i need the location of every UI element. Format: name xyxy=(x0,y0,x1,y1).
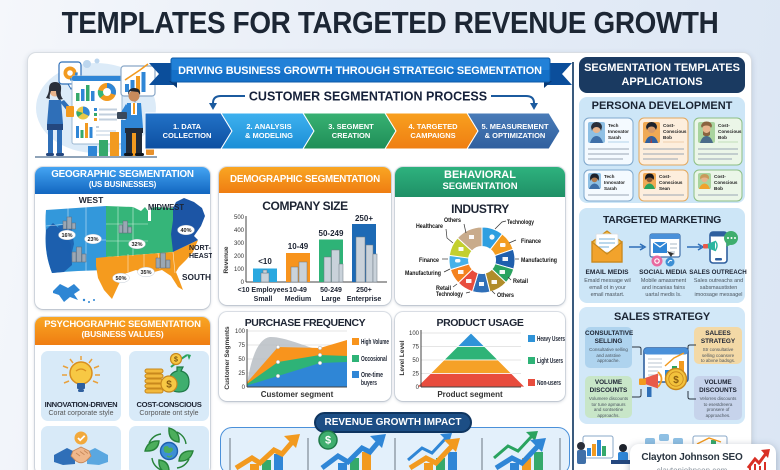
svg-text:CREATION: CREATION xyxy=(332,131,371,140)
svg-text:Others: Others xyxy=(444,217,461,224)
svg-text:CUSTOMER SEGMENTATION PROCESS: CUSTOMER SEGMENTATION PROCESS xyxy=(249,90,487,104)
svg-text:HEAST: HEAST xyxy=(189,253,212,260)
svg-text:Cost-: Cost- xyxy=(714,174,726,179)
svg-text:0: 0 xyxy=(241,280,245,286)
svg-text:Technology: Technology xyxy=(436,291,463,298)
svg-text:50-249: 50-249 xyxy=(319,229,344,238)
svg-text:Retail: Retail xyxy=(436,285,451,292)
svg-text:Innovator: Innovator xyxy=(604,180,625,185)
svg-text:COLLECTION: COLLECTION xyxy=(163,131,212,140)
svg-text:0: 0 xyxy=(416,385,420,391)
svg-text:<10 Employees: <10 Employees xyxy=(238,287,289,294)
svg-text:MIDWEST: MIDWEST xyxy=(148,202,185,212)
svg-text:Tech: Tech xyxy=(608,123,619,128)
svg-text:1. DATA: 1. DATA xyxy=(173,122,202,131)
svg-text:3. SEGMENT: 3. SEGMENT xyxy=(328,122,374,131)
svg-text:NORT-: NORT- xyxy=(189,245,211,252)
svg-text:Non-users: Non-users xyxy=(537,380,561,387)
svg-text:75: 75 xyxy=(412,345,419,351)
svg-text:Enterprise: Enterprise xyxy=(347,296,382,303)
svg-text:DRIVING BUSINESS GROWTH THROUG: DRIVING BUSINESS GROWTH THROUGH STRATEGI… xyxy=(178,65,542,77)
svg-text:High Volume: High Volume xyxy=(361,339,389,346)
svg-text:Large: Large xyxy=(321,296,340,303)
svg-text:50-249: 50-249 xyxy=(320,287,342,294)
svg-text:Conscious: Conscious xyxy=(663,129,687,134)
svg-text:Conscious: Conscious xyxy=(714,180,738,185)
svg-text:Product segment: Product segment xyxy=(437,390,503,399)
svg-text:Level Level: Level Level xyxy=(399,340,406,375)
svg-text:Others: Others xyxy=(497,292,514,299)
svg-text:$: $ xyxy=(325,435,331,447)
svg-text:Bob: Bob xyxy=(663,135,672,140)
svg-text:Customer segment: Customer segment xyxy=(261,390,334,399)
svg-text:40%: 40% xyxy=(180,228,191,234)
svg-text:$: $ xyxy=(166,380,172,391)
svg-text:buyers: buyers xyxy=(361,380,377,387)
svg-text:23%: 23% xyxy=(87,237,98,243)
svg-text:Light Users: Light Users xyxy=(537,358,563,365)
svg-text:100: 100 xyxy=(409,331,420,337)
svg-text:500: 500 xyxy=(234,215,245,221)
svg-text:Innovator: Innovator xyxy=(608,129,629,134)
svg-text:300: 300 xyxy=(234,241,245,247)
svg-text:Finance: Finance xyxy=(419,257,439,264)
svg-text:Medium: Medium xyxy=(285,296,311,303)
svg-text:Occosional: Occosional xyxy=(361,356,387,363)
svg-text:WEST: WEST xyxy=(79,196,104,205)
svg-text:Heavy Users: Heavy Users xyxy=(537,336,565,343)
svg-text:Retail: Retail xyxy=(513,278,528,285)
svg-text:Tech: Tech xyxy=(604,174,615,179)
svg-text:SOUTH: SOUTH xyxy=(182,272,211,282)
svg-text:5. MEASUREMENT: 5. MEASUREMENT xyxy=(481,122,549,131)
svg-text:0: 0 xyxy=(242,385,246,391)
svg-text:100: 100 xyxy=(235,329,246,335)
svg-text:4. TARGETED: 4. TARGETED xyxy=(408,122,458,131)
svg-text:Small: Small xyxy=(254,296,273,303)
svg-text:50%: 50% xyxy=(115,276,126,282)
svg-text:$: $ xyxy=(174,357,178,364)
svg-text:Bob: Bob xyxy=(718,135,727,140)
svg-text:10-49: 10-49 xyxy=(288,242,309,251)
svg-text:& OPTIMIZATION: & OPTIMIZATION xyxy=(485,131,546,140)
svg-text:100: 100 xyxy=(234,267,245,273)
svg-text:Conscious: Conscious xyxy=(718,129,742,134)
svg-text:Cost-: Cost- xyxy=(663,123,675,128)
svg-text:Revenue: Revenue xyxy=(223,246,230,273)
svg-text:2. ANALYSIS: 2. ANALYSIS xyxy=(246,122,291,131)
svg-text:250+: 250+ xyxy=(355,214,373,223)
svg-text:16%: 16% xyxy=(61,233,72,239)
svg-text:CAMPAIGNS: CAMPAIGNS xyxy=(410,131,455,140)
svg-text:Sarah: Sarah xyxy=(604,186,617,191)
svg-text:10-49: 10-49 xyxy=(289,287,307,294)
svg-text:Technology: Technology xyxy=(507,219,534,226)
svg-text:50: 50 xyxy=(412,358,419,364)
svg-text:50: 50 xyxy=(238,357,245,363)
svg-text:25: 25 xyxy=(412,372,419,378)
svg-text:400: 400 xyxy=(234,228,245,234)
svg-text:$: $ xyxy=(673,375,679,386)
svg-text:Healthcare: Healthcare xyxy=(416,223,443,230)
svg-text:<10: <10 xyxy=(258,257,272,266)
svg-text:Cost-: Cost- xyxy=(718,123,730,128)
svg-text:250+: 250+ xyxy=(356,287,372,294)
svg-text:Manufacturing: Manufacturing xyxy=(405,270,441,277)
svg-text:Bob: Bob xyxy=(714,186,723,191)
svg-text:35%: 35% xyxy=(140,270,151,276)
svg-text:One-time: One-time xyxy=(361,372,383,379)
svg-text:Customer Segments: Customer Segments xyxy=(224,326,231,390)
svg-text:75: 75 xyxy=(238,343,245,349)
svg-text:Sarah: Sarah xyxy=(608,135,621,140)
svg-text:200: 200 xyxy=(234,254,245,260)
svg-text:Sean: Sean xyxy=(659,186,670,191)
svg-text:Conscious: Conscious xyxy=(659,180,683,185)
svg-text:Manufacturing: Manufacturing xyxy=(521,257,557,264)
svg-text:25: 25 xyxy=(238,371,245,377)
svg-text:Cost-: Cost- xyxy=(659,174,671,179)
svg-text:Finance: Finance xyxy=(521,238,541,245)
svg-text:& MODELING: & MODELING xyxy=(245,131,293,140)
svg-text:32%: 32% xyxy=(131,242,142,248)
